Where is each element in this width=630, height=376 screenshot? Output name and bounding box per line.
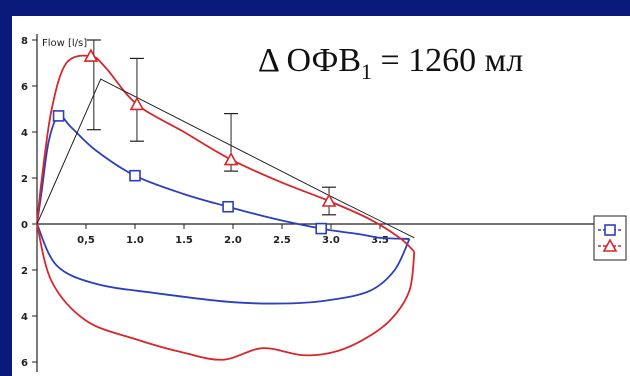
square-marker: [315, 222, 328, 235]
legend-triangle-marker: [602, 238, 618, 252]
x-tick-label: 2.0: [224, 235, 242, 246]
square-marker: [129, 169, 141, 182]
curves: [36, 54, 416, 361]
x-tick-label: 2.5: [273, 235, 291, 246]
x-tick-label: 1.5: [175, 235, 193, 246]
y-tick-label: 6: [21, 358, 28, 369]
square-marker: [222, 200, 234, 213]
y-tick-label: 2: [21, 266, 28, 277]
annotation-suffix: = 1260 мл: [372, 42, 523, 79]
y-tick-label: 4: [21, 128, 28, 139]
x-tick-label: 3.5: [371, 235, 389, 246]
flow-volume-chart: 0,5 1.0 1.5 2.0 2.5 3.0 3.5 8 6 4 2 0 2 4 6 Flow [l/s]…: [21, 34, 627, 372]
legend: [593, 215, 627, 261]
markers: [52, 48, 337, 235]
post-expiratory-curve: [36, 54, 415, 253]
y-axis-label: Flow [l/s]: [42, 38, 87, 49]
axis-ticks: 0,5 1.0 1.5 2.0 2.5 3.0 3.5 8 6 4 2 0 2 4 6: [21, 36, 389, 369]
triangle-marker: [223, 151, 239, 166]
axes: [36, 34, 607, 372]
square-marker: [52, 110, 65, 122]
chart-panel: 0,5 1.0 1.5 2.0 2.5 3.0 3.5 8 6 4 2 0 2 4 6 Flow [l/s]…: [12, 16, 630, 376]
triangle-marker: [321, 193, 337, 207]
y-tick-label: 2: [21, 174, 28, 185]
annotation: Δ ОФВ1 = 1260 мл: [258, 42, 523, 84]
legend-box: [593, 215, 627, 261]
x-tick-label: 3.0: [322, 235, 340, 246]
post-inspiratory-curve: [36, 223, 416, 361]
baseline-inspiratory-curve: [36, 223, 411, 305]
triangle-marker: [129, 96, 145, 111]
y-tick-label: 6: [21, 82, 28, 93]
baseline-expiratory-curve: [36, 114, 410, 240]
annotation-subscript: 1: [361, 59, 372, 84]
reference-line-group: [36, 78, 415, 239]
x-tick-label: 0,5: [77, 235, 95, 246]
annotation-prefix: Δ ОФВ: [258, 42, 361, 79]
y-tick-label: 0: [21, 220, 28, 231]
y-tick-label: 8: [21, 36, 28, 47]
triangle-marker: [83, 48, 99, 62]
x-tick-label: 1.0: [126, 235, 144, 246]
reference-line: [36, 78, 415, 239]
y-tick-label: 4: [21, 312, 28, 323]
legend-square-marker: [604, 224, 616, 236]
